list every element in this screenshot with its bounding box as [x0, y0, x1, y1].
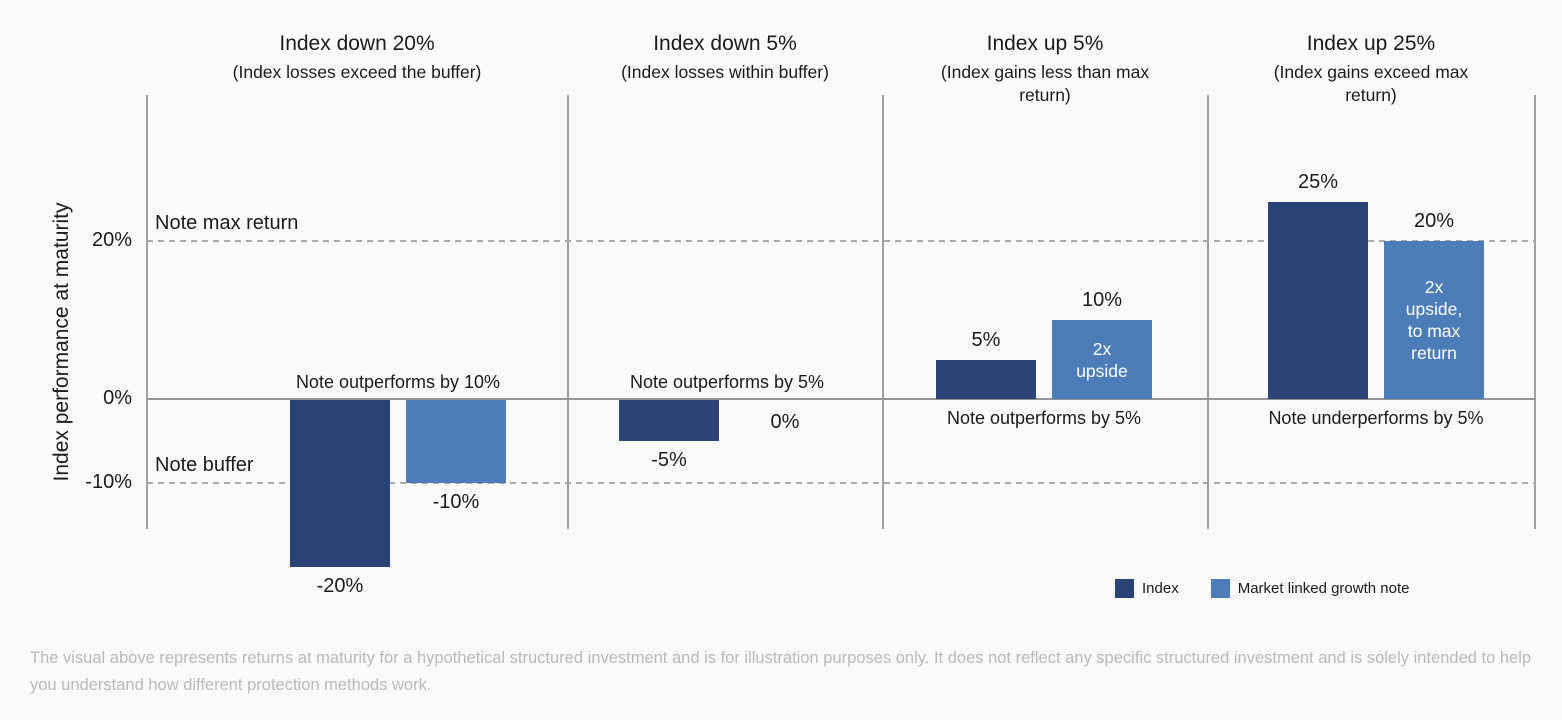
note-bar: 2x upside, to max return	[1384, 241, 1484, 399]
annotation: Note outperforms by 5%	[629, 372, 825, 392]
legend-label-note: Market linked growth note	[1237, 580, 1410, 597]
reference-line	[147, 240, 1535, 242]
annotation: Note outperforms by 5%	[946, 408, 1142, 428]
index-value-label: -20%	[316, 575, 364, 597]
annotation: Note underperforms by 5%	[1268, 408, 1484, 428]
panel-title-text: Index up 25%	[1306, 32, 1436, 55]
y-axis-tick: 20%	[91, 229, 132, 251]
index-value-label: -5%	[651, 449, 687, 471]
legend-label-index: Index	[1142, 580, 1179, 597]
panel-subtitle-text: (Index losses exceed the buffer)	[232, 62, 482, 82]
index-bar	[1268, 201, 1368, 399]
panel-subtitle-text: (Index gains less than max return)	[940, 62, 1150, 105]
panel-subtitle-text: (Index losses within buffer)	[621, 62, 829, 82]
panel-title-text: Index down 20%	[279, 32, 435, 55]
panel-separator	[1534, 95, 1536, 529]
index-value-label: 5%	[971, 328, 1001, 351]
legend-item-index: Index	[1115, 579, 1179, 598]
panel-separator	[567, 95, 569, 529]
note-bar: 2x upside	[1052, 320, 1152, 399]
y-axis-tick: 0%	[103, 387, 132, 409]
panel-title: Index down 20% (Index losses exceed the b…	[157, 30, 557, 84]
panel-title-text: Index down 5%	[653, 32, 797, 55]
legend: Index Market linked growth note	[1115, 579, 1409, 598]
legend-item-note: Market linked growth note	[1210, 579, 1410, 598]
bar-inner-label: 2x upside	[1076, 338, 1128, 381]
note-value-label: 0%	[770, 411, 800, 433]
reference-line	[147, 482, 1535, 484]
note-value-label: -10%	[432, 491, 480, 513]
index-bar	[290, 400, 390, 567]
panel-separator	[882, 95, 884, 529]
y-axis-line	[146, 95, 148, 529]
bar-inner-label: 2x upside, to max return	[1405, 277, 1463, 363]
zero-line	[147, 398, 1535, 400]
panel-title: Index down 5% (Index losses within buffer…	[525, 30, 925, 84]
index-bar	[619, 400, 719, 441]
reference-line-label: Note buffer	[155, 454, 254, 476]
y-axis-tick: -10%	[85, 471, 132, 493]
disclaimer-text: The visual above represents returns at m…	[30, 649, 1532, 694]
note-value-label: 10%	[1081, 289, 1123, 311]
note-value-label: 20%	[1413, 210, 1455, 232]
panel-title: Index up 25% (Index gains exceed max retu…	[1256, 30, 1486, 107]
note-legend-swatch	[1210, 579, 1230, 598]
reference-line-label: Note max return	[155, 212, 299, 234]
annotation: Note outperforms by 10%	[295, 372, 501, 392]
index-legend-swatch	[1115, 579, 1134, 598]
note-bar	[406, 400, 506, 483]
index-value-label: 25%	[1297, 170, 1339, 193]
panel-title: Index up 5% (Index gains less than max re…	[925, 30, 1165, 107]
panel-separator	[1207, 95, 1209, 529]
panel-title-text: Index up 5%	[986, 32, 1104, 55]
index-bar	[936, 359, 1036, 399]
panel-subtitle-text: (Index gains exceed max return)	[1273, 62, 1469, 105]
